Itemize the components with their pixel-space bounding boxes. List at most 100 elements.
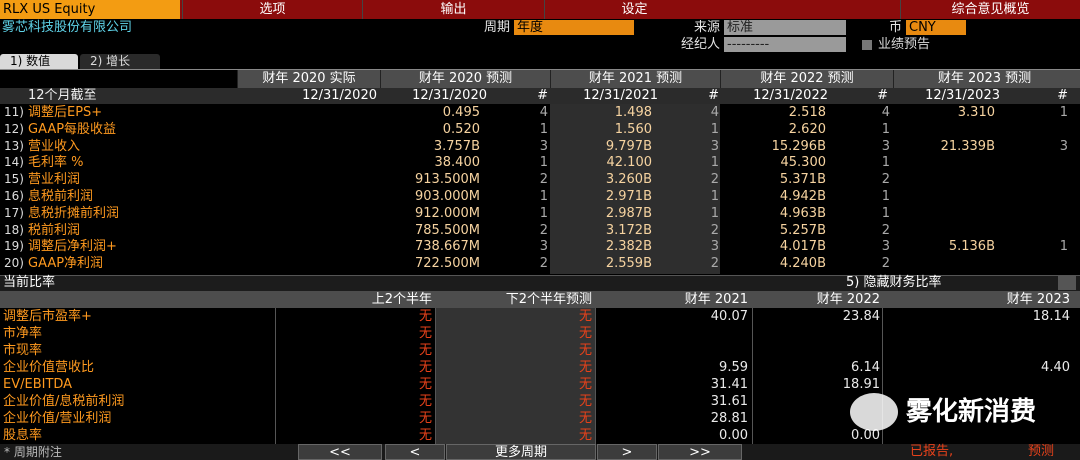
estimate-value: 3.172B bbox=[605, 222, 652, 238]
subheader-cell: # bbox=[877, 88, 888, 103]
row-label[interactable]: 息税折摊前利润 bbox=[28, 205, 120, 221]
dropdown[interactable]: 年度 bbox=[514, 20, 634, 35]
count: 3 bbox=[539, 239, 548, 255]
column-header: 下2个半年预测 bbox=[505, 292, 592, 307]
estimate-value: 738.667M bbox=[415, 239, 480, 255]
nav-button[interactable]: < bbox=[385, 444, 445, 460]
row-label[interactable]: 股息率 bbox=[3, 428, 43, 443]
section-title: 当前比率 bbox=[3, 275, 56, 290]
menu-item[interactable]: 输出 bbox=[362, 0, 544, 19]
subheader-cell: 12/31/2021 bbox=[583, 88, 658, 103]
count: 2 bbox=[539, 256, 548, 272]
estimate-value: 912.000M bbox=[415, 205, 480, 221]
row-label[interactable]: 市净率 bbox=[3, 326, 43, 341]
estimate-value: 5.371B bbox=[779, 172, 826, 188]
count: 2 bbox=[881, 256, 890, 272]
ratio-value: 28.81 bbox=[710, 411, 748, 426]
column-header: 财年 2021 bbox=[684, 292, 748, 307]
count: 3 bbox=[881, 138, 890, 154]
row-label[interactable]: 企业价值/息税前利润 bbox=[3, 394, 125, 409]
company-name: 雾芯科技股份有限公司 bbox=[2, 20, 133, 35]
row-label[interactable]: 调整后净利润+ bbox=[28, 239, 117, 255]
dropdown[interactable]: CNY bbox=[906, 20, 966, 35]
ratio-value: 无 bbox=[418, 343, 432, 358]
row-label[interactable]: 调整后EPS+ bbox=[28, 105, 103, 120]
row-number: 20) bbox=[4, 256, 24, 271]
tab[interactable]: 1) 数值 bbox=[0, 54, 78, 69]
column-shade bbox=[435, 308, 595, 444]
ratio-value: 31.61 bbox=[710, 394, 748, 409]
column-header: 财年 2023 预测 bbox=[893, 70, 1075, 88]
count: 1 bbox=[881, 205, 890, 221]
checkbox[interactable] bbox=[862, 40, 872, 50]
count: 3 bbox=[1059, 138, 1068, 154]
row-label[interactable]: 息税前利润 bbox=[28, 189, 94, 204]
header-row bbox=[237, 70, 1080, 88]
ratio-value: 无 bbox=[578, 394, 592, 409]
estimate-value: 3.757B bbox=[433, 138, 480, 154]
count: 1 bbox=[710, 205, 719, 221]
menu-item[interactable]: 选项 bbox=[182, 0, 362, 19]
watermark: 雾化新消费 bbox=[906, 397, 1037, 427]
count: 4 bbox=[539, 105, 548, 120]
row-label[interactable]: EV/EBITDA bbox=[3, 377, 73, 392]
count: 2 bbox=[881, 172, 890, 188]
row-label[interactable]: GAAP净利润 bbox=[28, 256, 104, 272]
ticker[interactable]: RLX US Equity bbox=[0, 0, 180, 19]
estimate-value: 913.500M bbox=[415, 172, 480, 188]
toggle[interactable]: 5) 隐藏财务比率 bbox=[846, 275, 942, 290]
tab[interactable]: 2) 增长 bbox=[80, 54, 160, 69]
estimate-value: 2.518 bbox=[788, 105, 826, 120]
estimate-value: 42.100 bbox=[606, 155, 653, 171]
column-rule bbox=[882, 308, 883, 444]
row-label[interactable]: GAAP每股收益 bbox=[28, 121, 117, 137]
footnote[interactable]: * 周期附注 bbox=[4, 445, 62, 459]
count: 4 bbox=[710, 105, 719, 120]
ratio-value: 无 bbox=[578, 411, 592, 426]
estimate-value: 21.339B bbox=[940, 138, 995, 154]
row-label[interactable]: 营业利润 bbox=[28, 172, 81, 188]
label: 来源 bbox=[693, 20, 720, 35]
ratio-value: 无 bbox=[578, 428, 592, 443]
row-label[interactable]: 毛利率 % bbox=[28, 155, 84, 171]
row-label[interactable]: 企业价值/营业利润 bbox=[3, 411, 112, 426]
ratio-value: 18.14 bbox=[1032, 309, 1070, 324]
estimate-value: 2.971B bbox=[605, 189, 652, 204]
column-rule bbox=[752, 308, 753, 444]
dropdown[interactable]: --------- bbox=[724, 37, 846, 52]
count: 1 bbox=[881, 189, 890, 204]
nav-button[interactable]: << bbox=[298, 444, 382, 460]
column-rule bbox=[435, 308, 436, 444]
menu-item[interactable]: 设定 bbox=[544, 0, 724, 19]
estimate-value: 3.260B bbox=[605, 172, 652, 188]
estimate-value: 4.942B bbox=[779, 189, 826, 204]
row-label[interactable]: 市现率 bbox=[3, 343, 43, 358]
nav-button[interactable]: > bbox=[597, 444, 657, 460]
nav-button[interactable]: >> bbox=[658, 444, 742, 460]
estimate-value: 0.520 bbox=[442, 121, 480, 137]
dropdown[interactable]: 标准 bbox=[724, 20, 846, 35]
estimate-value: 4.240B bbox=[779, 256, 826, 272]
estimate-value: 0.495 bbox=[442, 105, 480, 120]
estimate-value: 4.963B bbox=[779, 205, 826, 221]
toggle-icon[interactable] bbox=[1058, 276, 1076, 290]
estimate-value: 45.300 bbox=[780, 155, 827, 171]
ratio-value: 无 bbox=[418, 411, 432, 426]
ratio-value: 40.07 bbox=[710, 309, 748, 324]
row-label[interactable]: 营业收入 bbox=[28, 138, 81, 154]
row-label[interactable]: 调整后市盈率+ bbox=[3, 309, 92, 324]
count: 2 bbox=[710, 256, 719, 272]
estimate-value: 785.500M bbox=[415, 222, 480, 238]
label: 经纪人 bbox=[680, 37, 720, 52]
ratio-value: 无 bbox=[418, 428, 432, 443]
row-label[interactable]: 企业价值营收比 bbox=[3, 360, 95, 375]
count: 2 bbox=[710, 222, 719, 238]
count: 1 bbox=[710, 189, 719, 204]
nav-button[interactable]: 更多周期 bbox=[446, 444, 596, 460]
estimate-value: 9.797B bbox=[605, 138, 652, 154]
estimate-value: 15.296B bbox=[771, 138, 826, 154]
estimate-value: 2.987B bbox=[605, 205, 652, 221]
row-number: 18) bbox=[4, 222, 24, 237]
row-label[interactable]: 税前利润 bbox=[28, 222, 81, 238]
estimate-value: 4.017B bbox=[779, 239, 826, 255]
